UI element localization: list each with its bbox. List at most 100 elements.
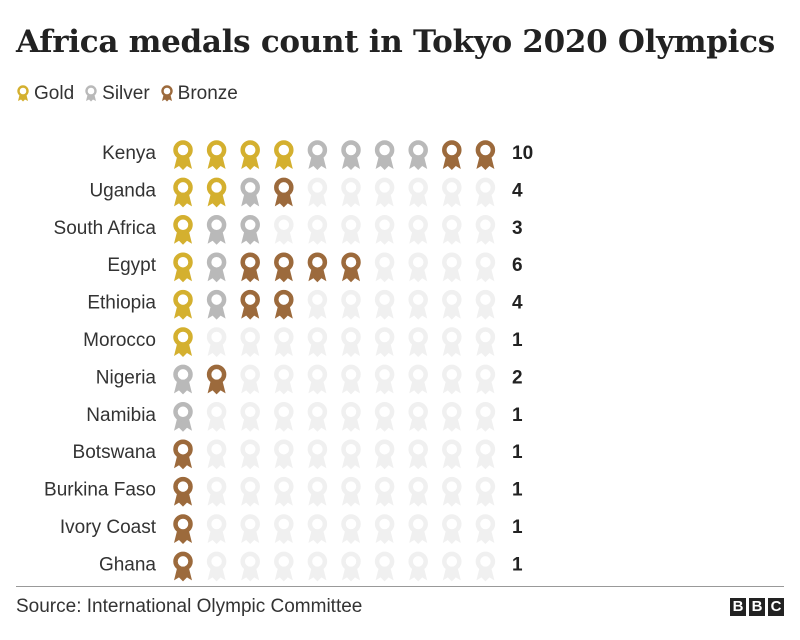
country-label: South Africa <box>54 218 157 239</box>
legend-item-silver: Silver <box>84 83 150 105</box>
empty-medal-slot-icon <box>274 327 294 357</box>
bronze-medal-icon <box>442 140 462 170</box>
footer-divider <box>16 586 784 587</box>
empty-medal-slot-icon <box>274 551 294 582</box>
bronze-medal-icon <box>240 289 260 320</box>
total-medals-label: 1 <box>512 442 523 463</box>
empty-medal-slot-icon <box>274 476 294 507</box>
silver-medal-icon <box>206 215 227 245</box>
empty-medal-slot-icon <box>374 327 395 357</box>
empty-medal-slot-icon <box>206 402 227 432</box>
silver-medal-icon <box>374 140 395 170</box>
empty-medal-slot-icon <box>206 439 227 470</box>
gold-medal-icon <box>173 215 193 245</box>
silver-medal-icon <box>307 140 328 170</box>
total-medals-label: 10 <box>512 143 533 164</box>
bronze-medal-icon <box>274 289 294 320</box>
empty-medal-slot-icon <box>240 476 260 507</box>
empty-medal-slot-icon <box>240 402 260 432</box>
silver-medal-icon <box>85 85 97 102</box>
legend-label-silver: Silver <box>102 83 150 104</box>
empty-medal-slot-icon <box>341 551 361 582</box>
empty-medal-slot-icon <box>408 327 428 357</box>
empty-medal-slot-icon <box>442 177 462 208</box>
empty-medal-slot-icon <box>475 289 496 320</box>
empty-medal-slot-icon <box>374 402 395 432</box>
empty-medal-slot-icon <box>206 514 227 544</box>
empty-medal-slot-icon <box>341 327 361 357</box>
empty-medal-slot-icon <box>408 551 428 582</box>
legend-item-gold: Gold <box>16 83 74 105</box>
country-label: Uganda <box>89 180 156 201</box>
empty-medal-slot-icon <box>240 327 260 357</box>
country-label: Burkina Faso <box>44 480 156 501</box>
bronze-medal-icon <box>173 476 193 507</box>
total-medals-label: 1 <box>512 480 523 501</box>
gold-medal-icon <box>274 140 294 170</box>
bronze-medal-icon <box>274 252 294 283</box>
legend-label-gold: Gold <box>34 83 75 104</box>
gold-medal-icon <box>173 177 193 208</box>
empty-medal-slot-icon <box>274 514 294 544</box>
empty-medal-slot-icon <box>307 289 328 320</box>
gold-medal-icon <box>17 85 29 102</box>
gold-medal-icon <box>173 140 193 170</box>
empty-medal-slot-icon <box>442 402 462 432</box>
empty-medal-slot-icon <box>475 551 496 582</box>
total-medals-label: 1 <box>512 330 523 351</box>
silver-medal-icon <box>173 364 193 395</box>
bronze-medal-icon <box>240 252 260 283</box>
country-label: Kenya <box>102 143 156 164</box>
bbc-logo: B B C <box>727 598 784 616</box>
empty-medal-slot-icon <box>240 514 260 544</box>
empty-medal-slot-icon <box>408 252 428 283</box>
empty-medal-slot-icon <box>442 364 462 395</box>
empty-medal-slot-icon <box>475 327 496 357</box>
country-label: Ethiopia <box>87 293 156 314</box>
empty-medal-slot-icon <box>307 551 328 582</box>
empty-medal-slot-icon <box>274 439 294 470</box>
empty-medal-slot-icon <box>274 215 294 245</box>
empty-medal-slot-icon <box>374 551 395 582</box>
empty-medal-slot-icon <box>442 439 462 470</box>
empty-medal-slot-icon <box>442 327 462 357</box>
silver-medal-icon <box>240 215 260 245</box>
empty-medal-slot-icon <box>341 364 361 395</box>
empty-medal-slot-icon <box>206 551 227 582</box>
gold-medal-icon <box>173 252 193 283</box>
empty-medal-slot-icon <box>307 215 328 245</box>
empty-medal-slot-icon <box>442 514 462 544</box>
empty-medal-slot-icon <box>408 514 428 544</box>
gold-medal-icon <box>240 140 260 170</box>
empty-medal-slot-icon <box>240 439 260 470</box>
bronze-medal-icon <box>173 551 193 582</box>
empty-medal-slot-icon <box>475 177 496 208</box>
empty-medal-slot-icon <box>475 476 496 507</box>
empty-medal-slot-icon <box>206 476 227 507</box>
empty-medal-slot-icon <box>341 289 361 320</box>
empty-medal-slot-icon <box>442 476 462 507</box>
total-medals-label: 1 <box>512 405 523 426</box>
empty-medal-slot-icon <box>442 551 462 582</box>
empty-medal-slot-icon <box>408 177 428 208</box>
country-label: Botswana <box>73 442 157 463</box>
empty-medal-slot-icon <box>442 289 462 320</box>
empty-medal-slot-icon <box>341 215 361 245</box>
country-label: Namibia <box>86 405 156 426</box>
empty-medal-slot-icon <box>475 215 496 245</box>
empty-medal-slot-icon <box>442 252 462 283</box>
chart-title: Africa medals count in Tokyo 2020 Olympi… <box>16 24 775 60</box>
bronze-medal-icon <box>341 252 361 283</box>
bbc-logo-letter: B <box>749 598 765 616</box>
legend-item-bronze: Bronze <box>160 83 238 105</box>
empty-medal-slot-icon <box>307 364 328 395</box>
empty-medal-slot-icon <box>307 327 328 357</box>
country-label: Ghana <box>99 554 156 575</box>
empty-medal-slot-icon <box>374 439 395 470</box>
empty-medal-slot-icon <box>374 514 395 544</box>
empty-medal-slot-icon <box>408 364 428 395</box>
empty-medal-slot-icon <box>374 364 395 395</box>
empty-medal-slot-icon <box>475 252 496 283</box>
empty-medal-slot-icon <box>240 551 260 582</box>
total-medals-label: 4 <box>512 293 523 314</box>
